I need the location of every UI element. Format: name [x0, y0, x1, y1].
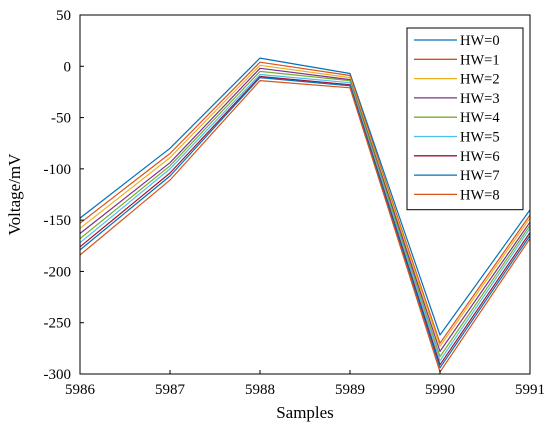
y-tick-label: -100	[44, 162, 72, 178]
series-line-7	[79, 76, 531, 369]
y-tick-label: 50	[56, 8, 71, 24]
x-tick-label: 5991	[515, 382, 545, 398]
legend-label-4: HW=4	[460, 110, 500, 126]
y-tick-label: -50	[51, 111, 71, 127]
series-line-6	[79, 75, 531, 366]
y-tick-label: -200	[44, 264, 72, 280]
series-lines	[79, 57, 531, 373]
legend-label-7: HW=7	[460, 168, 500, 184]
series-line-8	[79, 79, 531, 373]
legend-box	[406, 27, 524, 211]
series-line-5	[79, 73, 531, 362]
x-tick-label: 5989	[335, 382, 365, 398]
y-tick-label: -300	[44, 367, 72, 383]
x-tick-label: 5986	[65, 382, 96, 398]
x-tick-label: 5987	[155, 382, 186, 398]
y-tick-label: 0	[64, 59, 72, 75]
series-line-0	[79, 57, 531, 336]
series-line-1	[79, 61, 531, 344]
legend-label-0: HW=0	[460, 33, 500, 49]
y-axis-ticks: 50 0 -50 -100 -150 -200 -250 -300	[44, 8, 84, 383]
legend-label-3: HW=3	[460, 91, 500, 107]
legend-label-2: HW=2	[460, 72, 500, 88]
x-tick-label: 5990	[425, 382, 455, 398]
legend: HW=0 HW=1 HW=2 HW=3 HW=4 HW=5 HW=6 HW=7 HW=8	[406, 27, 524, 211]
y-tick-label: -150	[44, 213, 72, 229]
x-tick-label: 5988	[245, 382, 275, 398]
series-line-3	[79, 67, 531, 352]
legend-label-5: HW=5	[460, 130, 500, 146]
x-axis-title: Samples	[276, 403, 334, 422]
plot-area-frame	[79, 14, 531, 375]
y-tick-label: -250	[44, 316, 72, 332]
y-axis-title: Voltage/mV	[5, 153, 24, 236]
series-line-2	[79, 64, 531, 347]
legend-label-8: HW=8	[460, 187, 500, 203]
series-line-4	[79, 70, 531, 358]
legend-label-1: HW=1	[460, 52, 500, 68]
legend-label-6: HW=6	[460, 149, 500, 165]
x-axis-ticks: 5986 5987 5988 5989 5990 5991	[65, 370, 545, 398]
